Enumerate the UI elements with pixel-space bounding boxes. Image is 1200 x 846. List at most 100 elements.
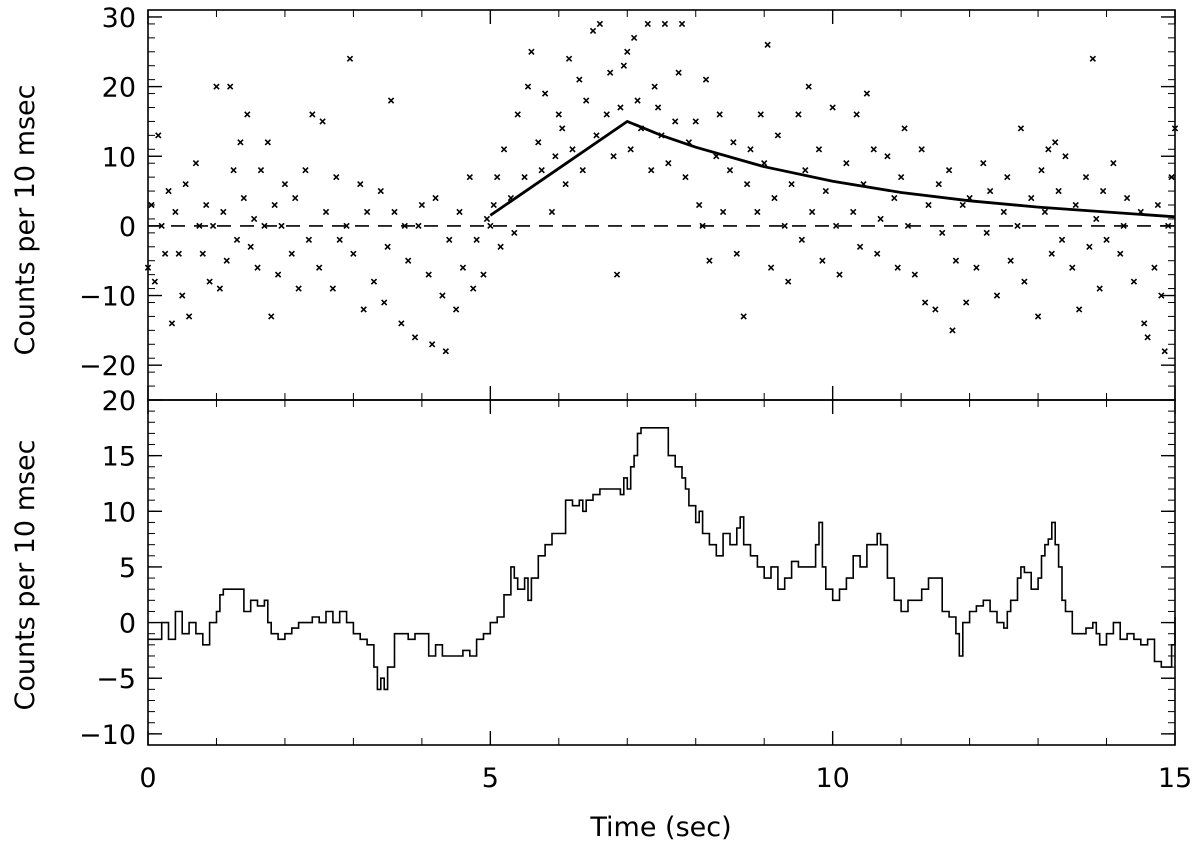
data-point (487, 222, 494, 230)
data-point (288, 250, 295, 257)
x-tick-label: 15 (1158, 763, 1192, 794)
y-tick-label: 5 (119, 553, 136, 584)
data-point (528, 48, 535, 55)
data-point (617, 104, 624, 111)
data-point (360, 306, 367, 313)
data-point (322, 208, 330, 216)
data-point (559, 125, 566, 132)
data-point (196, 222, 203, 230)
data-point (199, 250, 206, 257)
data-point (757, 111, 764, 118)
data-point (925, 201, 932, 209)
data-point (884, 153, 891, 160)
data-point (175, 250, 182, 257)
data-point (1151, 264, 1158, 271)
data-point (316, 264, 323, 271)
data-point (216, 285, 224, 292)
data-point (1041, 208, 1049, 216)
data-point (901, 125, 908, 132)
data-point (1048, 250, 1055, 257)
data-point (654, 104, 662, 111)
data-point (596, 20, 604, 28)
data-point (524, 83, 532, 90)
data-point (363, 208, 371, 216)
y-tick-label: 10 (102, 497, 136, 528)
data-point (1161, 348, 1168, 355)
data-point (268, 313, 275, 320)
data-point (247, 243, 254, 250)
data-point (257, 167, 265, 174)
y-tick-label: 0 (119, 609, 136, 640)
data-point (446, 236, 453, 243)
data-point (1055, 187, 1062, 195)
data-point (555, 111, 562, 118)
data-point (203, 201, 210, 209)
data-point (678, 20, 686, 28)
data-point (1164, 222, 1172, 230)
data-point (576, 76, 583, 83)
data-point (675, 69, 682, 76)
x-tick-label: 0 (139, 763, 156, 794)
data-point (1086, 243, 1093, 250)
data-point (206, 278, 213, 285)
data-point (384, 243, 391, 250)
data-point (829, 104, 836, 111)
data-point (250, 215, 258, 223)
data-point (226, 83, 234, 90)
data-point (963, 299, 970, 306)
data-point (401, 222, 408, 230)
data-point (1052, 139, 1059, 146)
data-point (1021, 278, 1028, 285)
data-point (233, 236, 241, 243)
data-point (1093, 215, 1100, 223)
data-point (343, 222, 350, 230)
data-point (480, 271, 487, 278)
data-point (432, 194, 439, 202)
data-point (439, 292, 446, 299)
data-point (511, 229, 518, 237)
data-point (514, 111, 521, 118)
data-point (470, 285, 477, 292)
data-point (1014, 222, 1021, 230)
data-point (815, 146, 823, 153)
data-point (627, 146, 634, 153)
data-point (292, 194, 299, 202)
data-point (244, 111, 251, 118)
data-point (1000, 208, 1007, 216)
data-point (346, 55, 354, 62)
data-point (1144, 334, 1151, 341)
y-tick-label: −10 (79, 720, 136, 751)
data-point (168, 320, 176, 327)
data-point (945, 167, 953, 174)
data-point (661, 20, 669, 28)
data-point (918, 146, 925, 153)
data-point (1004, 173, 1011, 181)
data-point (1028, 194, 1035, 202)
data-point (610, 153, 617, 160)
data-point (589, 27, 597, 35)
data-point (425, 271, 432, 278)
x-axis-title: Time (sec) (589, 812, 731, 843)
data-point (185, 313, 193, 320)
data-point (1072, 201, 1079, 209)
data-point (309, 111, 316, 118)
data-point (863, 90, 871, 97)
data-point (535, 139, 542, 146)
data-point (1168, 173, 1175, 181)
y-tick-label: 10 (102, 142, 136, 173)
data-point (483, 215, 491, 223)
y-tick-label: 0 (119, 212, 136, 243)
data-point (1110, 160, 1117, 167)
data-point (415, 222, 422, 230)
data-point (1089, 55, 1097, 62)
data-point (644, 20, 651, 28)
data-point (788, 180, 795, 188)
data-point (336, 236, 343, 243)
data-point (904, 222, 912, 230)
data-point (699, 222, 706, 230)
data-point (850, 208, 857, 216)
data-point (418, 201, 426, 209)
data-point (562, 180, 569, 188)
data-point (808, 208, 816, 216)
data-point (740, 313, 747, 320)
